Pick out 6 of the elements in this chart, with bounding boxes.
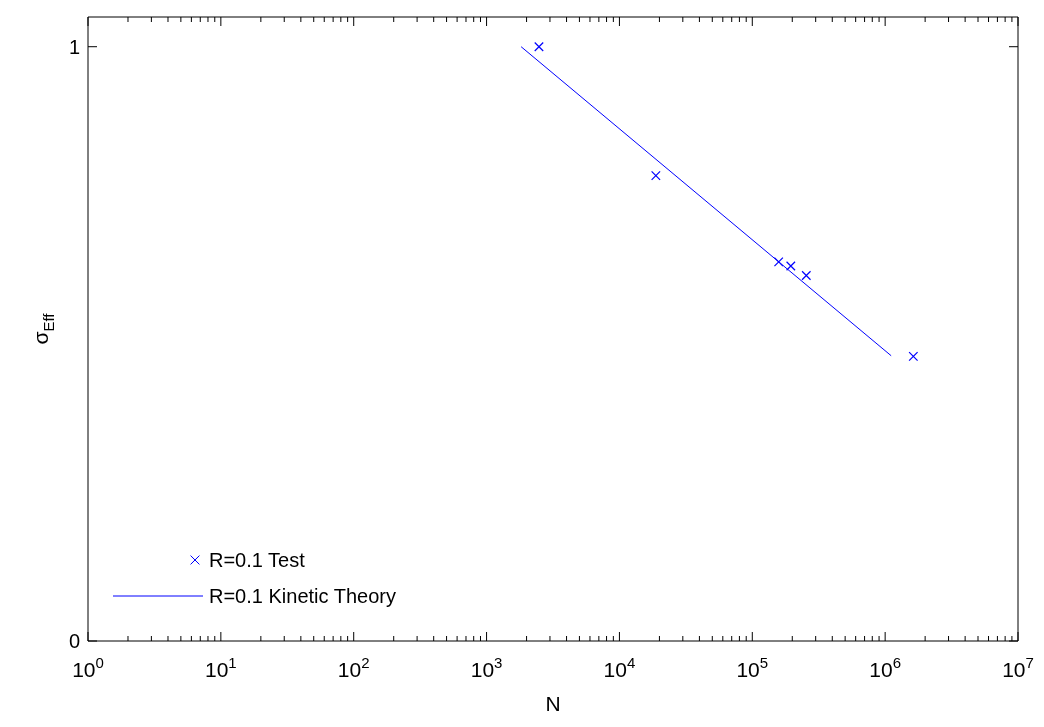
legend-label: R=0.1 Test xyxy=(209,549,306,571)
legend-label: R=0.1 Kinetic Theory xyxy=(209,585,396,607)
y-tick-label: 0 xyxy=(68,630,80,652)
x-axis-title: N xyxy=(545,692,561,715)
y-tick-label: 1 xyxy=(68,35,80,58)
y-axis-title: σEff xyxy=(29,312,58,345)
